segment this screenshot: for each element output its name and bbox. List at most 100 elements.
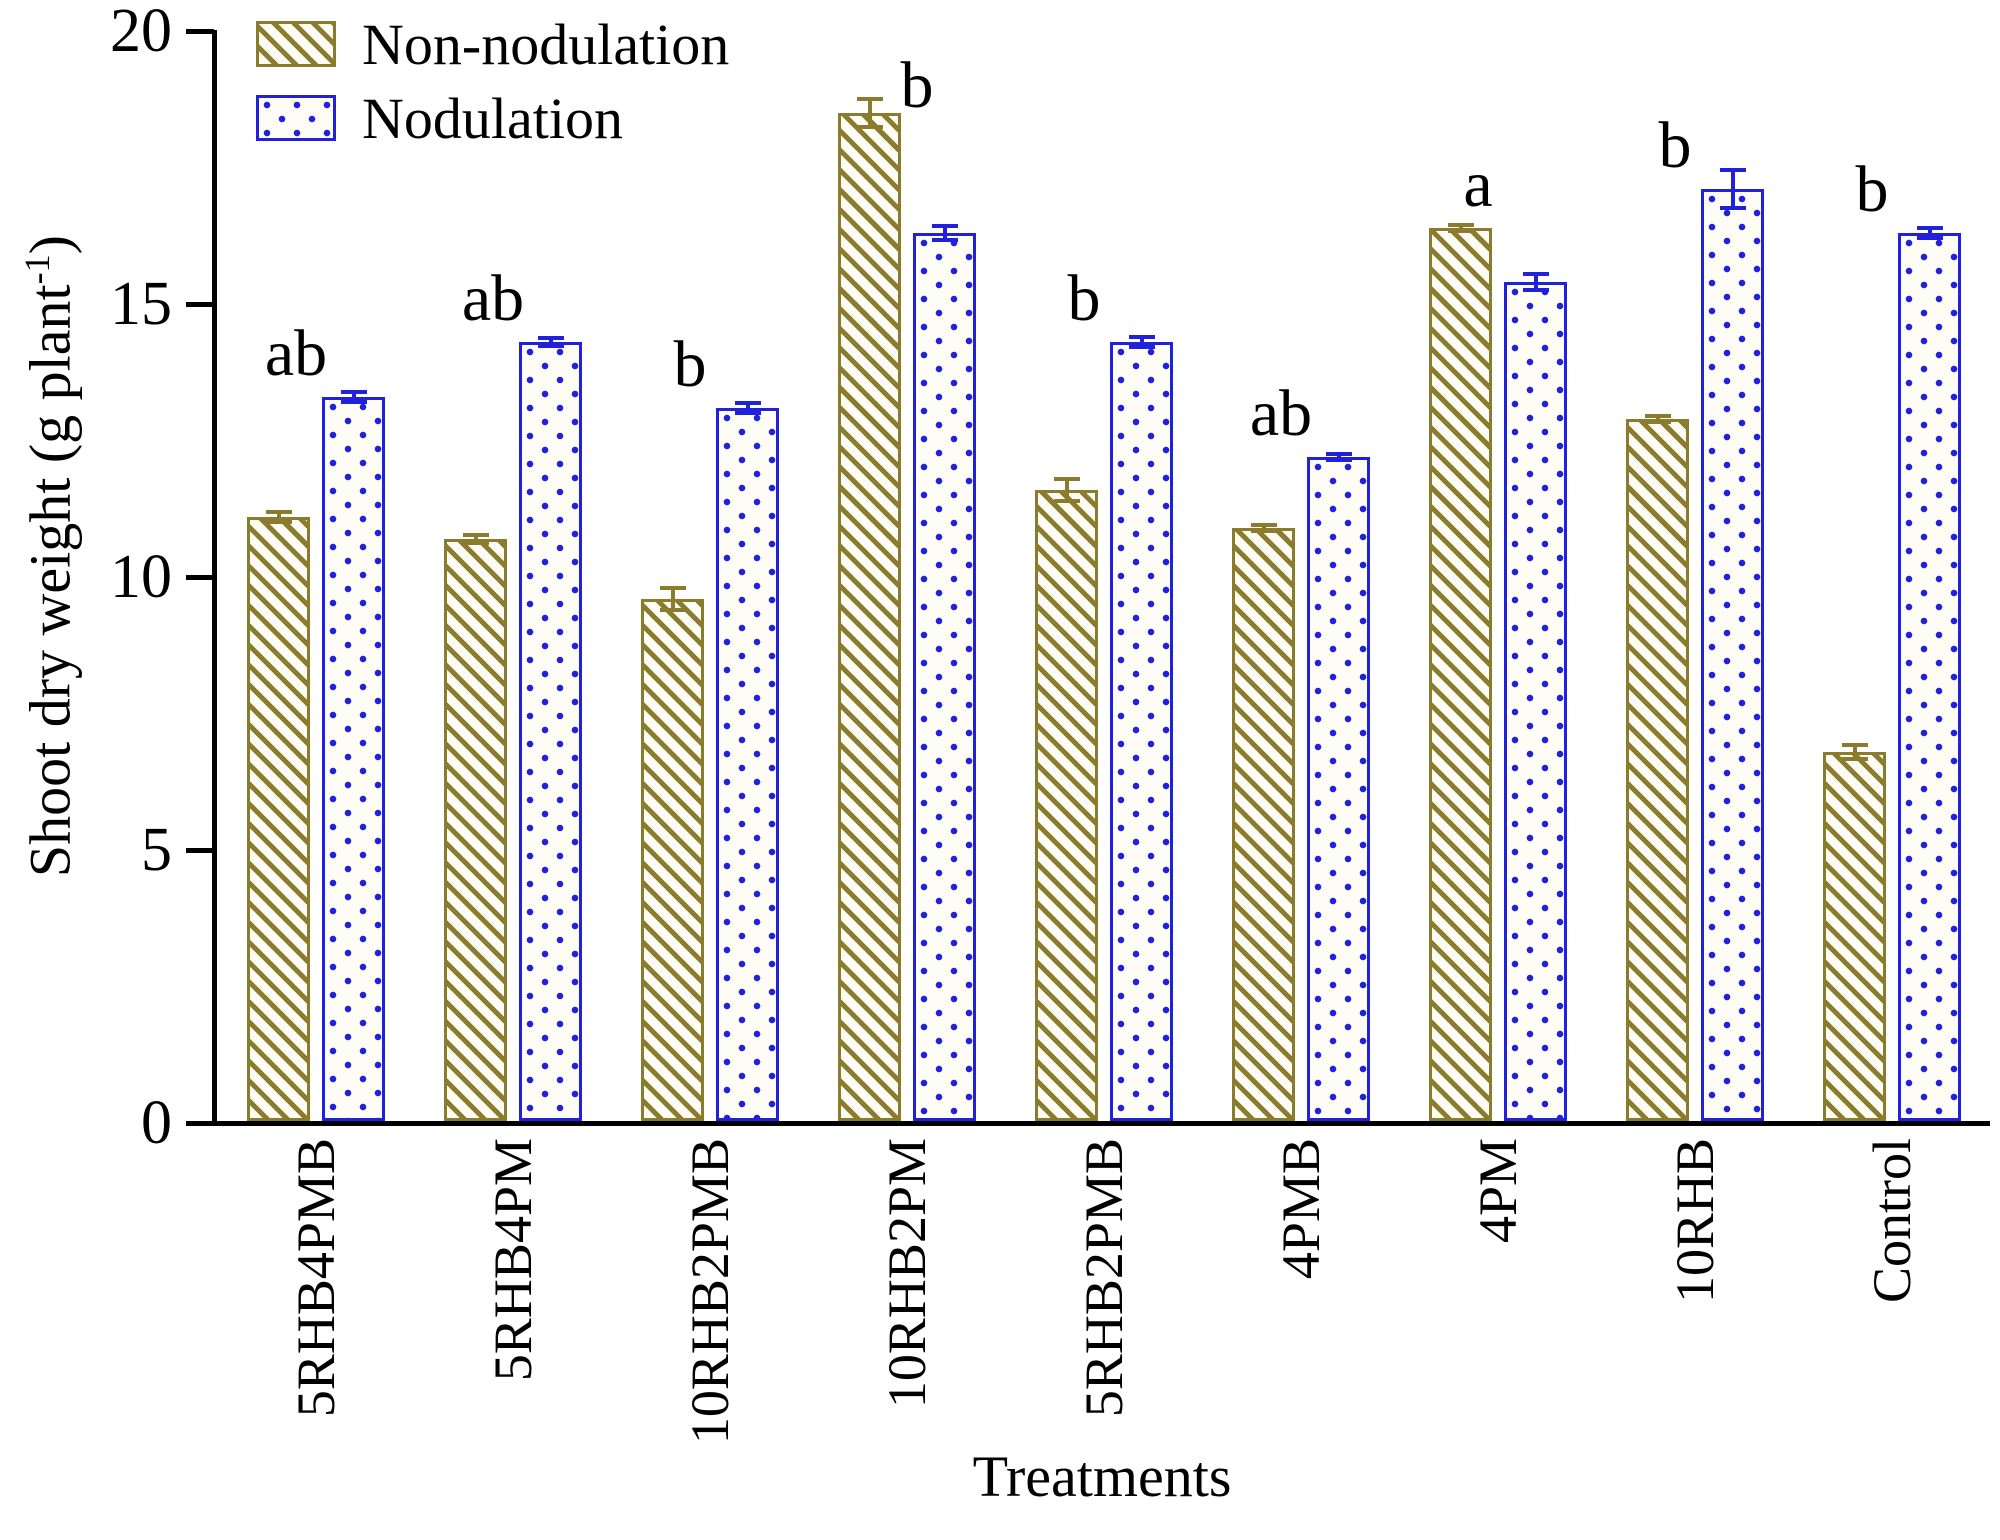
x-tick-label-text-5rhb4pm: 5RHB4PM [483,1138,543,1382]
error-bar-non-nodulation-control-cap-top [1841,743,1868,748]
error-bar-nodulation-4pm-cap-bottom [1522,288,1549,293]
y-axis-title-close: ) [17,235,83,255]
error-bar-non-nodulation-4pmb-stem [1261,524,1266,532]
error-bar-nodulation-5rhb4pmb-stem [351,391,356,403]
y-tick-label-5: 5 [141,816,172,884]
significance-letter-10rhb2pm: b [900,48,934,122]
x-tick-label-text-control: Control [1862,1138,1922,1304]
bar-nodulation-10rhb2pmb [716,408,779,1121]
error-bar-nodulation-5rhb4pm-cap-top [537,335,564,340]
error-bar-non-nodulation-4pmb-cap-top [1250,522,1277,527]
x-tick-label-text-10rhb: 10RHB [1665,1138,1725,1304]
error-bar-non-nodulation-10rhb-cap-top [1644,413,1671,418]
error-bar-non-nodulation-5rhb4pm-cap-bottom [462,540,489,545]
error-bar-nodulation-10rhb-cap-top [1719,167,1746,172]
error-bar-nodulation-5rhb4pm-stem [548,337,553,347]
significance-letter-control: b [1855,153,1889,227]
error-bar-non-nodulation-5rhb2pmb-cap-bottom [1053,498,1080,503]
error-bar-nodulation-10rhb2pmb-stem [745,402,750,414]
error-bar-non-nodulation-10rhb2pmb-cap-top [659,586,686,591]
x-tick-label-text-5rhb2pmb: 5RHB2PMB [1074,1138,1134,1418]
error-bar-nodulation-10rhb-stem [1730,169,1735,209]
bar-non-nodulation-5rhb4pmb [247,517,310,1121]
error-bar-nodulation-10rhb2pm-cap-top [931,224,958,229]
legend-label-nodulation: Nodulation [362,86,623,151]
bar-non-nodulation-5rhb4pm [444,539,507,1121]
error-bar-nodulation-4pmb-stem [1336,453,1341,461]
error-bar-non-nodulation-10rhb-stem [1655,415,1660,423]
error-bar-non-nodulation-5rhb4pmb-stem [276,511,281,523]
y-axis-line [212,30,217,1126]
error-bar-non-nodulation-control-cap-bottom [1841,756,1868,761]
x-tick-label-text-10rhb2pm: 10RHB2PM [877,1138,937,1409]
error-bar-non-nodulation-5rhb4pm-stem [473,535,478,543]
error-bar-nodulation-control-cap-top [1916,225,1943,230]
error-bar-nodulation-control-stem [1927,227,1932,239]
error-bar-non-nodulation-10rhb2pm-cap-bottom [856,124,883,129]
error-bar-non-nodulation-5rhb4pmb-cap-bottom [265,520,292,525]
x-tick-label-text-5rhb4pmb: 5RHB4PMB [286,1138,346,1418]
error-bar-non-nodulation-control-stem [1852,745,1857,759]
y-tick-mark-10 [186,575,214,580]
y-tick-label-0: 0 [141,1089,172,1157]
bar-nodulation-5rhb4pm [519,342,582,1121]
error-bar-nodulation-5rhb2pmb-cap-bottom [1128,345,1155,350]
error-bar-nodulation-10rhb2pm-cap-bottom [931,237,958,242]
bar-non-nodulation-10rhb2pmb [641,599,704,1121]
error-bar-non-nodulation-10rhb-cap-bottom [1644,420,1671,425]
y-tick-mark-5 [186,848,214,853]
error-bar-non-nodulation-5rhb2pmb-cap-top [1053,477,1080,482]
error-bar-nodulation-4pmb-cap-top [1325,451,1352,456]
error-bar-nodulation-control-cap-bottom [1916,236,1943,241]
error-bar-nodulation-4pm-cap-top [1522,271,1549,276]
error-bar-non-nodulation-10rhb2pm-cap-top [856,97,883,102]
error-bar-nodulation-10rhb2pmb-cap-top [734,400,761,405]
bar-nodulation-10rhb [1701,189,1764,1121]
significance-letter-5rhb4pmb: ab [264,316,328,390]
x-axis-line [212,1121,1990,1126]
significance-letter-10rhb2pmb: b [673,327,707,401]
bar-nodulation-5rhb4pmb [322,397,385,1121]
error-bar-non-nodulation-5rhb2pmb-stem [1064,479,1069,501]
bar-non-nodulation-control [1823,752,1886,1121]
error-bar-nodulation-5rhb4pm-cap-bottom [537,344,564,349]
significance-letter-4pmb: ab [1249,376,1313,450]
bar-non-nodulation-4pmb [1232,528,1295,1121]
legend-swatch-non-nodulation [256,21,336,67]
error-bar-non-nodulation-5rhb4pmb-cap-top [265,509,292,514]
significance-letter-5rhb2pmb: b [1067,262,1101,336]
significance-letter-10rhb: b [1658,109,1692,183]
y-tick-label-10: 10 [110,543,172,611]
bar-non-nodulation-5rhb2pmb [1035,490,1098,1121]
error-bar-nodulation-4pm-stem [1533,273,1538,291]
x-tick-label-text-4pmb: 4PMB [1271,1138,1331,1280]
error-bar-nodulation-5rhb4pmb-cap-bottom [340,400,367,405]
bar-nodulation-4pm [1504,282,1567,1121]
error-bar-nodulation-5rhb2pmb-cap-top [1128,334,1155,339]
error-bar-nodulation-10rhb2pmb-cap-bottom [734,411,761,416]
y-tick-mark-20 [186,29,214,34]
x-axis-title: Treatments [972,1444,1232,1509]
error-bar-non-nodulation-5rhb4pm-cap-top [462,533,489,538]
error-bar-non-nodulation-4pm-stem [1458,224,1463,232]
error-bar-non-nodulation-4pm-cap-bottom [1447,229,1474,234]
y-tick-mark-15 [186,302,214,307]
x-tick-label-text-4pm: 4PM [1468,1138,1528,1244]
error-bar-nodulation-5rhb2pmb-stem [1139,336,1144,348]
error-bar-nodulation-10rhb2pm-stem [942,226,947,240]
bar-nodulation-5rhb2pmb [1110,342,1173,1121]
significance-letter-4pm: a [1463,147,1493,221]
error-bar-non-nodulation-10rhb2pm-stem [867,99,872,127]
bar-nodulation-4pmb [1307,457,1370,1121]
error-bar-nodulation-5rhb4pmb-cap-top [340,389,367,394]
bar-non-nodulation-4pm [1429,228,1492,1121]
significance-letter-5rhb4pm: ab [461,262,525,336]
y-tick-label-20: 20 [110,0,172,65]
bar-non-nodulation-10rhb [1626,419,1689,1121]
error-bar-non-nodulation-10rhb2pmb-cap-bottom [659,607,686,612]
y-tick-label-15: 15 [110,270,172,338]
error-bar-non-nodulation-4pmb-cap-bottom [1250,529,1277,534]
legend-label-non-nodulation: Non-nodulation [362,12,730,77]
bar-nodulation-control [1898,233,1961,1121]
